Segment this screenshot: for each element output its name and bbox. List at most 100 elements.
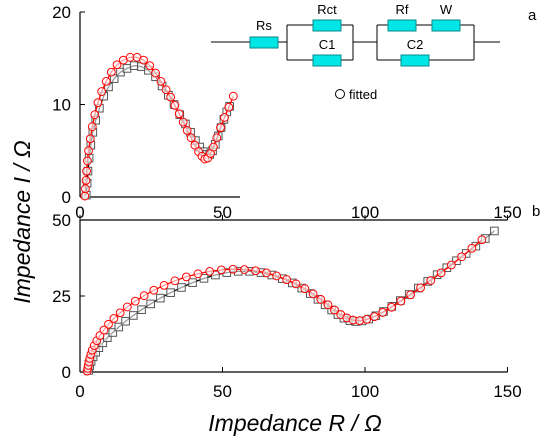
panel-a-fitted-point: [93, 98, 103, 108]
panel-a-fitted-point: [186, 133, 196, 143]
panel-b-fitted-point: [130, 296, 140, 306]
panel-b-fitted-point: [109, 314, 119, 323]
panel-b-y-tick-label: 50: [52, 211, 71, 230]
panel-b-measured-point: [188, 278, 197, 287]
panel-b-measured-point: [156, 293, 165, 303]
panel-b-fitted-point: [193, 269, 203, 279]
panel-a-y-tick-label: 10: [52, 96, 71, 115]
panel-b-measured-point: [137, 305, 146, 314]
panel-b-fitted-point: [291, 279, 301, 289]
panel-a-fitted-point: [82, 166, 91, 176]
panel-b-label: b: [532, 203, 540, 220]
rf-label: Rf: [396, 2, 409, 17]
panel-b-fitted-point: [272, 271, 282, 281]
legend-label: fitted: [349, 87, 377, 102]
c1-label: C1: [319, 37, 336, 52]
panel-b-x-tick-label: 150: [493, 382, 521, 401]
panel-b-fitted-point: [205, 266, 215, 276]
panel-a-y-ticks: 0 10 20: [52, 3, 85, 207]
panel-b-fitted-point: [261, 268, 271, 278]
legend: fitted: [335, 87, 377, 102]
panel-a-x-tick-label: 50: [213, 203, 232, 222]
panel-a-measured-point: [122, 64, 132, 73]
panel-a-x-tick-label: 0: [75, 203, 84, 222]
x-axis-title: Impedance R / Ω: [208, 410, 381, 436]
panel-b-measured-point: [121, 316, 130, 326]
panel-b-fitted-point: [282, 275, 292, 284]
panel-b-y-tick-label: 0: [62, 363, 71, 382]
panel-b-fitted-point: [416, 283, 425, 293]
panel-a-fitted-point: [106, 67, 116, 77]
panel-a-fitted-point: [170, 101, 180, 110]
panel-b-fitted-point: [308, 289, 318, 299]
panel-b-fitted-point: [104, 319, 113, 329]
panel-a-fitted-point: [166, 92, 176, 102]
panel-a-fitted-point: [83, 156, 92, 166]
panel-a-fitted-point: [80, 191, 90, 201]
panel-b-fitted-point: [426, 276, 436, 285]
panel-a-fitted-point: [212, 133, 222, 143]
panel-a-fitted-point: [156, 76, 166, 86]
panel-b-measured-point: [128, 311, 138, 320]
panel-b-fitted-point: [362, 315, 372, 324]
panel-b-x-tick-label: 100: [351, 382, 379, 401]
panel-a-fitted-point: [216, 123, 225, 133]
panel-a-fitted-point: [101, 76, 111, 86]
y-axis-title: Impedance I / Ω: [9, 140, 35, 303]
panel-b-fitted-point: [139, 291, 149, 301]
panel-b-fitted-point: [170, 276, 180, 286]
panel-b-fitted-point: [355, 316, 364, 326]
panel-b-fitted-point: [240, 265, 249, 274]
panel-b-fitted-point: [300, 284, 310, 294]
panel-a-fitted-point: [87, 122, 97, 132]
panel-b-fitted-point: [159, 280, 169, 290]
rs-resistor: [249, 36, 279, 49]
panel-b-fitted-point: [436, 268, 446, 278]
panel-a-fitted-point: [161, 85, 171, 95]
panel-b-fitted-point: [457, 252, 467, 262]
panel-a-fitted-point: [182, 125, 192, 135]
panel-b-fitted-point: [316, 294, 326, 304]
panel-a-fitted-point: [112, 60, 122, 70]
rf-resistor: [387, 19, 417, 32]
panel-b-fitted-point: [467, 243, 477, 253]
panel-a-fitted-point: [85, 134, 95, 144]
panel-a-fitted-point: [90, 110, 100, 120]
panel-a-fitted-point: [220, 113, 229, 122]
c1-capacitor: [312, 54, 342, 67]
circuit-labels: Rs Rct C1 Rf W C2: [256, 2, 453, 52]
panel-b-measured-point: [166, 288, 175, 297]
panel-a-fitted-point: [81, 184, 90, 194]
panel-b-fitted-point: [323, 300, 333, 310]
panel-b-fitted-point: [216, 265, 226, 275]
panel-b-fitted-point: [387, 302, 396, 312]
panel-a-fitted-point: [139, 55, 148, 65]
panel-b-series: [82, 226, 499, 376]
panel-a-label: a: [528, 7, 537, 24]
panel-b-fitted-point: [228, 264, 238, 274]
panel-b-fitted-point: [122, 302, 132, 312]
panel-b-x-tick-label: 0: [75, 382, 84, 401]
panel-b-fitted-point: [378, 308, 388, 317]
panel-a-fitted-point: [208, 142, 218, 152]
equivalent-circuit: [211, 19, 500, 67]
w-warburg: [431, 19, 461, 32]
panel-a-fitted-point: [178, 117, 188, 127]
panel-b-measured-point: [114, 322, 124, 332]
panel-b-measured-point: [108, 328, 118, 337]
panel-b-fitted-point: [99, 325, 109, 335]
rct-resistor: [312, 19, 342, 32]
panel-a-fitted-point: [190, 140, 200, 150]
panel-b-fitted-point: [370, 312, 379, 322]
panel-b-fitted-point: [149, 285, 159, 295]
panel-a-y-tick-label: 0: [62, 188, 71, 207]
panel-b-x-tick-label: 50: [213, 382, 232, 401]
c2-label: C2: [407, 37, 424, 52]
panel-b-measured-point: [490, 226, 499, 236]
rct-label: Rct: [317, 2, 337, 17]
panel-b-fitted-point: [406, 290, 416, 300]
panel-a: 0 10 20 a: [52, 3, 537, 207]
